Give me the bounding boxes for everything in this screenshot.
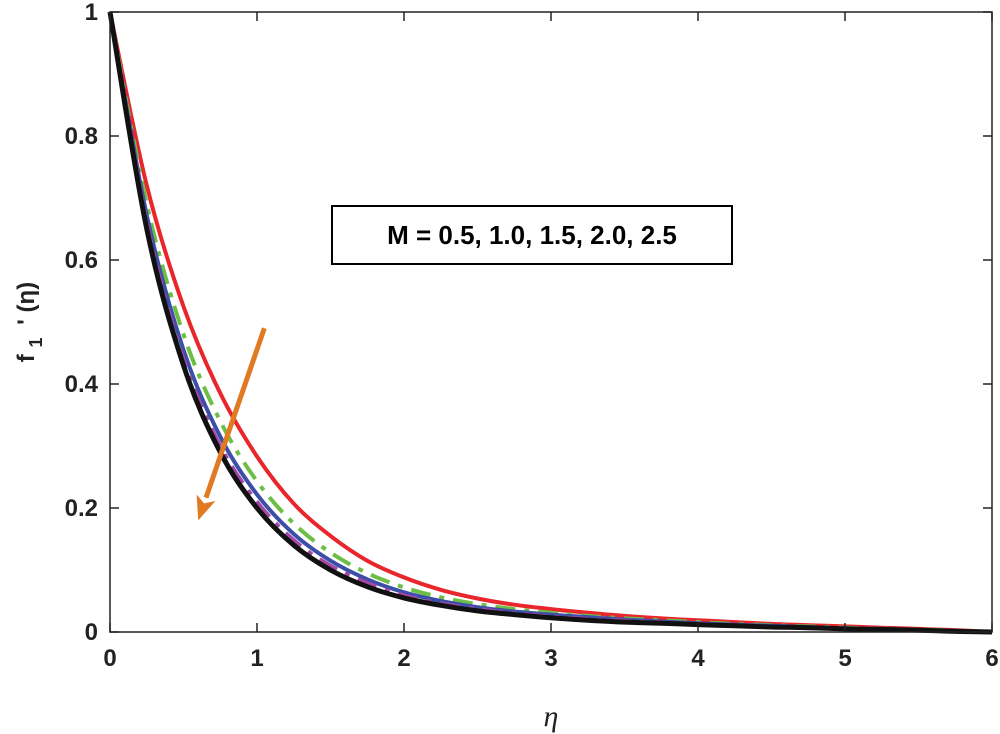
annotation-box bbox=[331, 205, 733, 265]
tick-layer: 0 1 2 3 4 5 6 0 0.2 0.4 0.6 0.8 1 bbox=[65, 0, 999, 672]
series-line-3 bbox=[108, 11, 993, 634]
y-axis-label-subscript: 1 bbox=[26, 338, 46, 348]
annotation-text: M = 0.5, 1.0, 1.5, 2.0, 2.5 bbox=[387, 220, 677, 250]
y-axis-label-base: f bbox=[13, 353, 40, 362]
annotation: M = 0.5, 1.0, 1.5, 2.0, 2.5 bbox=[331, 205, 733, 265]
x-tick-label: 3 bbox=[544, 645, 557, 672]
y-tick-label: 0.2 bbox=[65, 495, 98, 522]
y-axis-label-rest: ' (η) bbox=[13, 282, 40, 325]
svg-text:f 1 ' (η): f 1 ' (η) bbox=[13, 282, 48, 362]
series-line-5 bbox=[107, 11, 993, 635]
y-tick-label: 0.6 bbox=[65, 247, 98, 274]
series-line-1 bbox=[108, 11, 993, 634]
y-tick-label: 0.8 bbox=[65, 123, 98, 150]
x-tick-label: 0 bbox=[103, 645, 116, 672]
trend-arrow bbox=[196, 327, 267, 521]
plot-frame bbox=[109, 11, 993, 633]
x-tick-label: 1 bbox=[250, 645, 263, 672]
x-tick-label: 2 bbox=[397, 645, 410, 672]
y-tick-label: 0.4 bbox=[65, 371, 99, 398]
series-layer bbox=[107, 11, 993, 635]
x-axis-label: η bbox=[544, 700, 559, 733]
series-line-2 bbox=[108, 11, 993, 634]
trend-arrow-shaft bbox=[203, 327, 267, 499]
trend-arrow-head bbox=[196, 494, 216, 521]
y-tick-label: 1 bbox=[85, 0, 98, 26]
y-axis-label: f 1 ' (η) bbox=[13, 282, 48, 362]
series-line-4 bbox=[108, 11, 993, 634]
x-tick-label: 5 bbox=[838, 645, 851, 672]
x-tick-label: 6 bbox=[985, 645, 998, 672]
x-tick-label: 4 bbox=[691, 645, 705, 672]
y-tick-label: 0 bbox=[85, 619, 98, 646]
